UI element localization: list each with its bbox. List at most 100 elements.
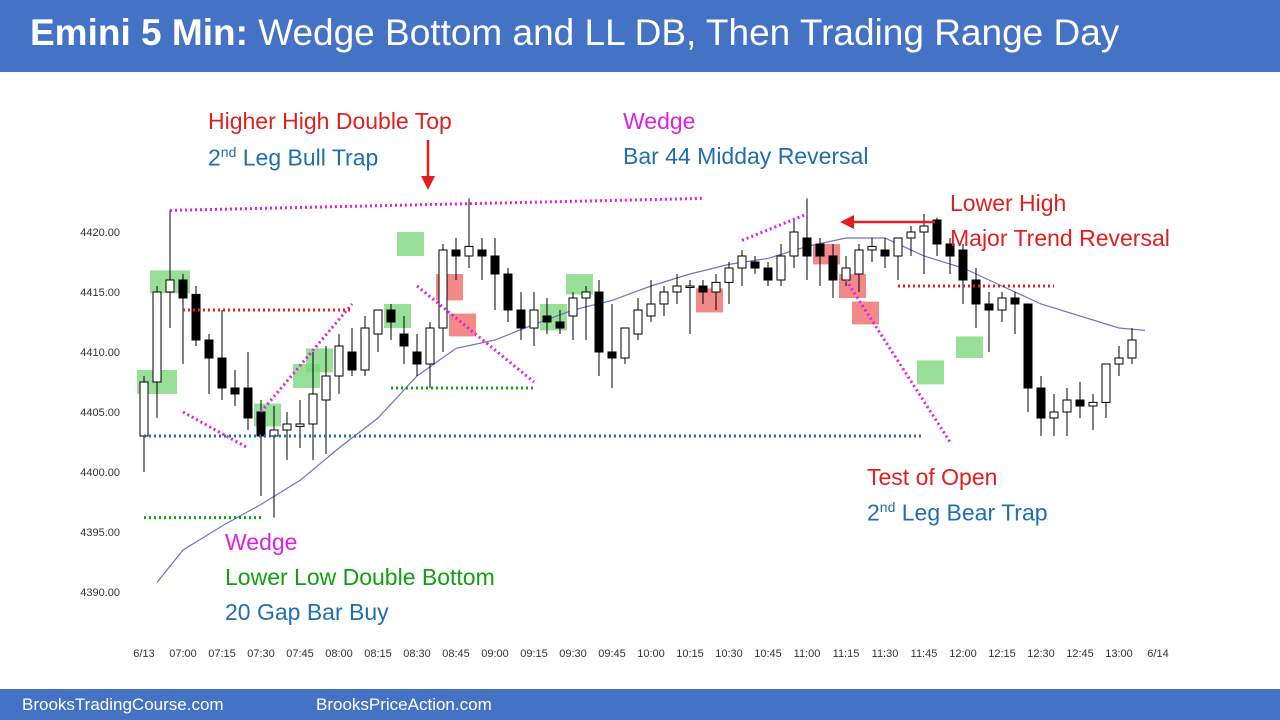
title-rest: Wedge Bottom and LL DB, Then Trading Ran… [258, 12, 1120, 53]
bull-trap-nd: nd [220, 144, 237, 160]
bear-candle [217, 357, 227, 389]
x-tick-label: 11:15 [833, 648, 860, 660]
footer-bar: BrooksTradingCourse.com BrooksPriceActio… [0, 689, 1280, 720]
bear-candle [945, 243, 955, 257]
bear-candle [1036, 387, 1046, 419]
bull-trap-2: 2 [208, 144, 221, 171]
annotation-lower-high: Lower High [950, 190, 1067, 216]
pullback-trendline [416, 284, 535, 384]
down-arrow-head [421, 176, 435, 190]
wedge-top-trendline [169, 196, 704, 212]
annotation-gap-bar-buy: 20 Gap Bar Buy [225, 599, 389, 625]
x-tick-label: 11:00 [794, 648, 821, 660]
x-tick-label: 6/13 [133, 648, 154, 660]
bear-trap-2: 2 [867, 499, 880, 526]
bear-candle [698, 285, 708, 293]
bear-candle [490, 255, 500, 275]
x-tick-label: 10:45 [754, 648, 782, 660]
x-tick-label: 08:00 [325, 648, 353, 660]
x-tick-label: 07:30 [247, 648, 275, 660]
bull-signal-box [917, 360, 944, 385]
y-tick-label: 4405.00 [80, 407, 120, 419]
wedge-top-trendline [741, 212, 808, 242]
y-tick-label: 4390.00 [80, 587, 120, 599]
bear-signal-box [449, 313, 476, 337]
x-tick-label: 12:45 [1066, 648, 1094, 660]
bear-candle [243, 387, 253, 419]
bear-candle [932, 219, 942, 245]
bull-candle [295, 423, 305, 427]
bull-candle [438, 249, 448, 329]
bear-candle [451, 249, 461, 257]
bear-candle [230, 387, 240, 395]
bull-candle [789, 231, 799, 257]
x-tick-label: 10:15 [676, 648, 704, 660]
x-tick-label: 11:45 [911, 648, 938, 660]
y-tick-label: 4395.00 [80, 527, 120, 539]
bull-signal-box [397, 232, 424, 256]
footer-left-site: BrooksTradingCourse.com [22, 695, 224, 714]
left-arrow-head [840, 215, 854, 229]
y-tick-label: 4410.00 [80, 347, 120, 359]
y-tick-label: 4415.00 [80, 287, 120, 299]
bull-candle [737, 255, 747, 269]
bull-candle [672, 285, 682, 293]
bull-candle [1114, 357, 1124, 365]
bear-candle [256, 411, 266, 437]
x-tick-label: 09:00 [481, 648, 509, 660]
bull-candle [334, 345, 344, 377]
bear-candle [607, 351, 617, 359]
bull-candle [893, 237, 903, 257]
x-tick-label: 13:00 [1105, 648, 1133, 660]
bull-candle [321, 375, 331, 401]
x-tick-label: 10:30 [715, 648, 743, 660]
bear-candle [594, 291, 604, 353]
x-tick-label: 07:45 [286, 648, 314, 660]
title-bar: Emini 5 Min: Wedge Bottom and LL DB, The… [0, 0, 1280, 72]
bear-candle [204, 339, 214, 359]
bull-candle [724, 267, 734, 283]
bear-candle [503, 273, 513, 311]
bull-candle [659, 291, 669, 305]
bear-candle [1023, 303, 1033, 389]
bull-candle [841, 267, 851, 281]
bear-candle [958, 249, 968, 281]
bull-candle [1062, 399, 1072, 413]
annotation-bull-trap: 2nd Leg Bull Trap [208, 145, 378, 170]
bull-candle [1049, 411, 1059, 419]
bull-candle [997, 297, 1007, 311]
y-tick-label: 4420.00 [80, 227, 120, 239]
bull-candle [633, 309, 643, 335]
bull-candle [1101, 363, 1111, 403]
bear-candle [1075, 399, 1085, 407]
bear-candle [347, 351, 357, 371]
bear-candle [516, 309, 526, 329]
bear-candle [412, 351, 422, 365]
bear-candle [399, 333, 409, 347]
bear-candle [1010, 297, 1020, 305]
bull-candle [464, 245, 474, 257]
x-tick-label: 09:30 [559, 648, 587, 660]
bull-candle [308, 393, 318, 425]
bear-trap-rest: Leg Bear Trap [895, 499, 1048, 526]
y-tick-label: 4400.00 [80, 467, 120, 479]
bear-trap-nd: nd [879, 499, 896, 515]
bull-candle [620, 327, 630, 359]
bear-candle [971, 279, 981, 305]
title-bold: Emini 5 Min: [30, 12, 248, 53]
bear-channel-trendline [844, 279, 952, 443]
x-tick-label: 08:30 [403, 648, 431, 660]
bull-candle [139, 381, 149, 437]
bull-candle [282, 423, 292, 431]
bull-signal-box [566, 274, 593, 295]
bear-candle [191, 293, 201, 341]
footer-right-site: BrooksPriceAction.com [316, 695, 492, 714]
bull-candle [1088, 401, 1098, 407]
bull-candle [854, 249, 864, 275]
bear-candle [750, 261, 760, 269]
x-tick-label: 08:45 [442, 648, 470, 660]
bull-signal-box [956, 336, 983, 358]
annotation-wedge-top: Wedge [623, 108, 696, 134]
annotation-bar44: Bar 44 Midday Reversal [623, 143, 869, 169]
candlestick-chart: 4420.00 4415.00 4410.00 4405.00 4400.00 4395.… [80, 140, 1169, 660]
